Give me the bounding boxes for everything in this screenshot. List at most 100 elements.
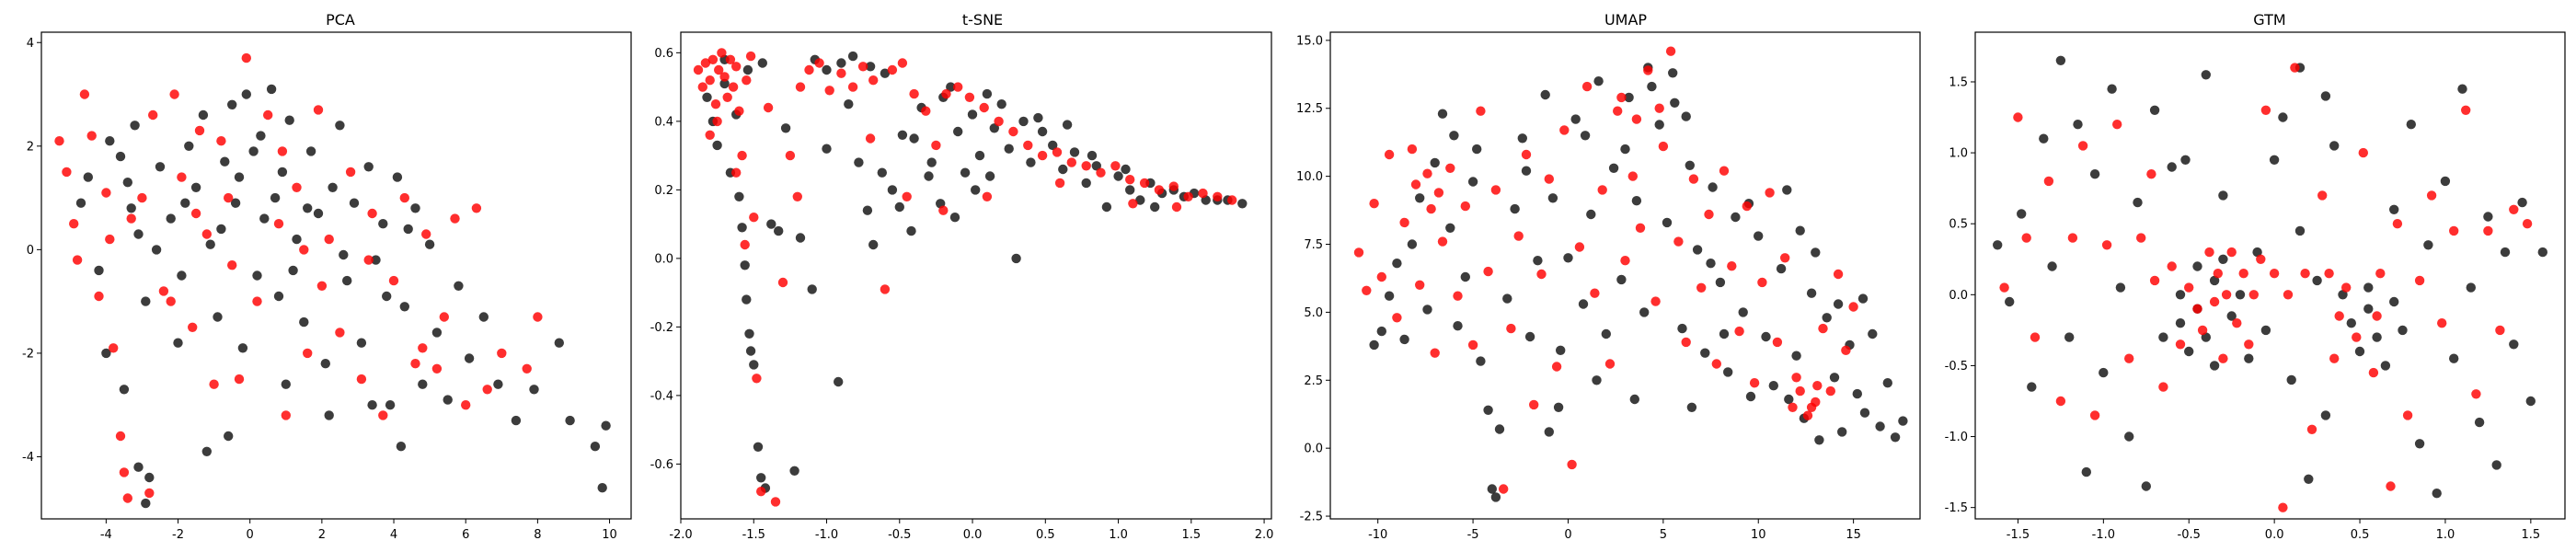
umap-series-0-point-39 (1662, 217, 1673, 228)
tsne-series-0-point-51 (1081, 178, 1091, 189)
umap-series-0-point-32 (1608, 163, 1619, 173)
tsne-series-1-point-3 (705, 75, 715, 86)
pca-series-0-point-30 (277, 167, 288, 178)
umap-series-1-point-0 (1353, 247, 1364, 258)
umap-series-0-point-68 (1882, 378, 1892, 388)
gtm-series-0-point-61 (2491, 460, 2501, 470)
umap-series-1-point-15 (1467, 339, 1478, 351)
pca-series-0-point-65 (224, 431, 234, 442)
umap-series-1-point-35 (1620, 256, 1630, 266)
umap-series-1-point-43 (1681, 337, 1691, 348)
gtm-series-1-point-52 (2471, 389, 2481, 399)
pca-series-0-point-27 (259, 213, 270, 224)
tsne-xtick-label-4: 0.0 (963, 528, 983, 542)
gtm-series-0-point-67 (2180, 155, 2191, 165)
pca-ytick-label-4: 4 (27, 37, 34, 51)
umap-xtick-label-4: 10 (1751, 528, 1766, 542)
tsne-series-1-point-58 (1227, 195, 1237, 205)
pca-series-1-point-37 (367, 208, 377, 219)
umap-series-1-point-42 (1673, 236, 1684, 247)
gtm-series-0-point-25 (2201, 332, 2211, 342)
pca-series-0-point-32 (292, 234, 302, 245)
pca-series-0-point-8 (141, 296, 151, 306)
umap-series-0-point-59 (1814, 435, 1824, 445)
pca-series-0-point-44 (378, 219, 388, 229)
tsne-series-1-point-6 (714, 64, 724, 75)
tsne-series-1-point-31 (868, 75, 879, 86)
umap-xtick-label-3: 5 (1660, 528, 1667, 542)
umap-series-1-point-50 (1734, 326, 1744, 337)
pca-series-1-point-42 (421, 229, 431, 239)
umap-series-1-point-57 (1788, 402, 1798, 412)
pca-series-0-point-69 (281, 379, 291, 389)
tsne-series-1-point-1 (697, 82, 707, 92)
gtm-ytick-label-0: -1.5 (1945, 501, 1968, 515)
umap-series-1-point-7 (1407, 144, 1418, 155)
umap-series-0-point-79 (1472, 144, 1482, 155)
pca-series-0-point-36 (320, 359, 330, 369)
tsne-xtick-label-2: -1.0 (815, 528, 838, 542)
pca-series-0-point-17 (198, 109, 209, 121)
gtm-axis-ticks: -1.5 -1.0 -0.5 0.0 0.5 1.0 1.5 -1.5 -1.0 -0.5 0.0 0… (1945, 75, 2541, 542)
pca-series-1-point-20 (201, 229, 212, 239)
gtm-series-1-point-50 (2449, 225, 2459, 236)
gtm-series-1-point-12 (2136, 233, 2146, 243)
tsne-series-0-point-9 (742, 294, 752, 305)
pca-series-0-point-48 (410, 203, 420, 213)
tsne-series-1-point-54 (1168, 181, 1179, 191)
tsne-series-0-point-23 (834, 376, 844, 387)
umap-series-1-point-33 (1604, 359, 1616, 369)
tsne-series-1-point-11 (728, 82, 739, 92)
tsne-series-0-point-30 (897, 130, 908, 140)
umap-series-1-point-27 (1559, 125, 1570, 135)
umap-series-0-point-91 (1686, 402, 1697, 412)
umap-series-1-point-18 (1490, 185, 1501, 195)
umap-series-0-point-62 (1837, 427, 1847, 437)
pca-series-1-point-33 (324, 234, 334, 245)
pca-series-1-point-13 (144, 488, 155, 499)
umap-series-1-point-5 (1392, 313, 1402, 323)
pca-series-0-point-70 (173, 338, 183, 348)
pca-series-0-point-71 (101, 348, 111, 359)
umap-series-0-point-45 (1708, 182, 1718, 192)
umap-series-1-point-12 (1445, 163, 1455, 173)
gtm-series-0-point-12 (2107, 84, 2117, 94)
pca-series-1-point-43 (431, 363, 443, 374)
umap-series-1-point-29 (1574, 242, 1585, 252)
gtm-series-0-point-45 (2363, 304, 2374, 314)
tsne-series-0-point-55 (1125, 185, 1135, 195)
gtm-series-1-point-19 (2197, 325, 2208, 336)
gtm-series-1-point-27 (2248, 290, 2259, 300)
gtm-series-1-point-11 (2124, 353, 2134, 363)
pca-series-0-point-73 (216, 224, 226, 235)
gtm-series-0-point-64 (2517, 197, 2527, 208)
pca-title: PCA (326, 11, 355, 29)
umap-series-0-point-8 (1430, 157, 1440, 168)
umap-series-0-point-71 (1490, 492, 1501, 502)
pca-series-1-point-60 (227, 260, 237, 270)
gtm-xtick-label-2: -0.5 (2178, 528, 2201, 542)
tsne-series-0-point-74 (924, 171, 934, 181)
umap-series-1-point-44 (1688, 174, 1699, 184)
umap-series-0-point-84 (1795, 225, 1805, 236)
umap-series-1-point-8 (1415, 280, 1425, 290)
umap-series-0-point-29 (1586, 209, 1596, 220)
gtm-series-1-point-33 (2290, 63, 2300, 73)
umap-series-0-point-70 (1898, 416, 1908, 426)
umap-series-0-point-83 (1782, 185, 1792, 195)
tsne-ytick-label-0: -0.6 (650, 458, 673, 472)
pca-series-1-point-31 (303, 348, 313, 359)
umap-series-1-point-63 (1833, 269, 1844, 280)
tsne-ytick-label-5: 0.4 (654, 115, 673, 129)
umap-series-0-point-13 (1467, 177, 1478, 187)
tsne-series-0-point-85 (742, 64, 753, 75)
umap-series-0-point-54 (1776, 263, 1787, 274)
gtm-series-0-point-49 (2389, 296, 2399, 307)
tsne-series-1-point-39 (953, 82, 963, 92)
gtm-series-1-point-40 (2352, 332, 2362, 342)
umap-series-0-point-34 (1624, 92, 1634, 103)
gtm-series-0-point-52 (2414, 439, 2425, 449)
umap-series-0-point-78 (1521, 166, 1532, 176)
gtm-series-1-point-30 (2269, 269, 2280, 279)
